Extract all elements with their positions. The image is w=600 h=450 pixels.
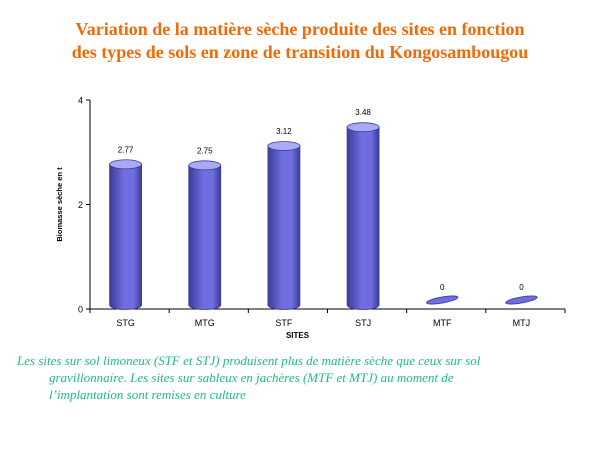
bar-top	[346, 122, 380, 133]
x-tick-label: MTJ	[513, 318, 531, 328]
x-tick-label: MTF	[433, 318, 452, 328]
bar	[505, 295, 538, 305]
bar	[267, 145, 301, 310]
caption-line-2: gravillonnaire. Les sites sur sableux en…	[49, 370, 454, 385]
bar-top	[109, 159, 142, 170]
y-tick-label: 4	[78, 96, 83, 106]
bar	[426, 295, 459, 305]
chart-title: Variation de la matière sèche produite d…	[0, 18, 600, 64]
x-tick-label: MTG	[195, 318, 215, 328]
data-label: 2.77	[118, 145, 134, 154]
y-tick-label: 0	[78, 305, 83, 315]
chart-title-line-1: Variation de la matière sèche produite d…	[75, 19, 525, 39]
data-label: 3.12	[276, 127, 292, 136]
data-label: 0	[440, 283, 445, 292]
bar-top	[188, 160, 222, 171]
bar-top	[267, 141, 301, 151]
data-label: 3.48	[355, 108, 371, 117]
caption-line-1: Les sites sur sol limoneux (STF et STJ) …	[17, 353, 481, 368]
x-axis-title: SITES	[286, 331, 310, 340]
data-label: 2.75	[197, 146, 213, 155]
data-label: 0	[519, 283, 524, 292]
caption-line-3: l’implantation sont remises en culture	[49, 387, 246, 402]
bar	[346, 126, 380, 310]
y-axis-title: Biomasse sèche en t	[55, 167, 64, 242]
bar	[109, 163, 142, 310]
x-tick-label: STG	[116, 318, 135, 328]
x-tick-label: STF	[275, 318, 293, 328]
chart-caption: Les sites sur sol limoneux (STF et STJ) …	[17, 352, 592, 403]
bar	[188, 164, 222, 310]
chart-title-line-2: des types de sols en zone de transition …	[71, 42, 529, 62]
y-tick-label: 2	[78, 200, 83, 210]
x-tick-label: STJ	[355, 318, 371, 328]
